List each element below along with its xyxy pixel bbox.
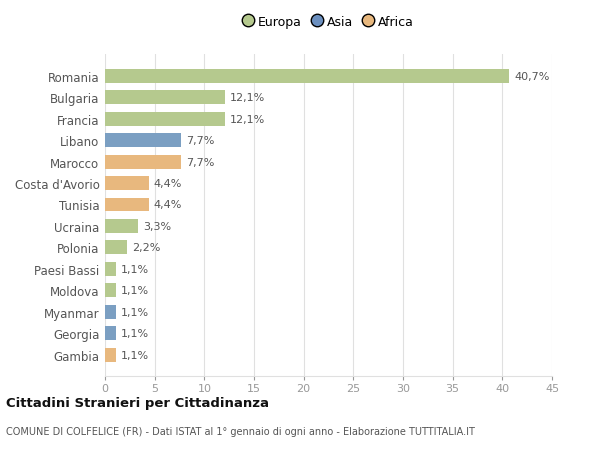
Text: 1,1%: 1,1% bbox=[121, 350, 149, 360]
Text: 3,3%: 3,3% bbox=[143, 221, 171, 231]
Bar bbox=[105, 91, 225, 105]
Bar bbox=[105, 326, 116, 341]
Bar bbox=[105, 112, 225, 126]
Text: 1,1%: 1,1% bbox=[121, 307, 149, 317]
Bar bbox=[105, 241, 127, 255]
Text: 40,7%: 40,7% bbox=[514, 72, 550, 82]
Text: 1,1%: 1,1% bbox=[121, 264, 149, 274]
Text: 2,2%: 2,2% bbox=[132, 243, 160, 253]
Text: 4,4%: 4,4% bbox=[154, 200, 182, 210]
Text: 1,1%: 1,1% bbox=[121, 329, 149, 338]
Bar bbox=[105, 198, 149, 212]
Text: 12,1%: 12,1% bbox=[230, 93, 265, 103]
Text: COMUNE DI COLFELICE (FR) - Dati ISTAT al 1° gennaio di ogni anno - Elaborazione : COMUNE DI COLFELICE (FR) - Dati ISTAT al… bbox=[6, 426, 475, 436]
Bar bbox=[105, 219, 138, 233]
Bar bbox=[105, 155, 181, 169]
Text: 12,1%: 12,1% bbox=[230, 114, 265, 124]
Bar bbox=[105, 177, 149, 190]
Text: 1,1%: 1,1% bbox=[121, 285, 149, 296]
Legend: Europa, Asia, Africa: Europa, Asia, Africa bbox=[241, 13, 416, 31]
Bar bbox=[105, 134, 181, 148]
Bar bbox=[105, 284, 116, 297]
Bar bbox=[105, 70, 509, 84]
Text: Cittadini Stranieri per Cittadinanza: Cittadini Stranieri per Cittadinanza bbox=[6, 396, 269, 409]
Bar bbox=[105, 348, 116, 362]
Text: 7,7%: 7,7% bbox=[187, 136, 215, 146]
Bar bbox=[105, 305, 116, 319]
Text: 7,7%: 7,7% bbox=[187, 157, 215, 167]
Text: 4,4%: 4,4% bbox=[154, 179, 182, 189]
Bar bbox=[105, 262, 116, 276]
